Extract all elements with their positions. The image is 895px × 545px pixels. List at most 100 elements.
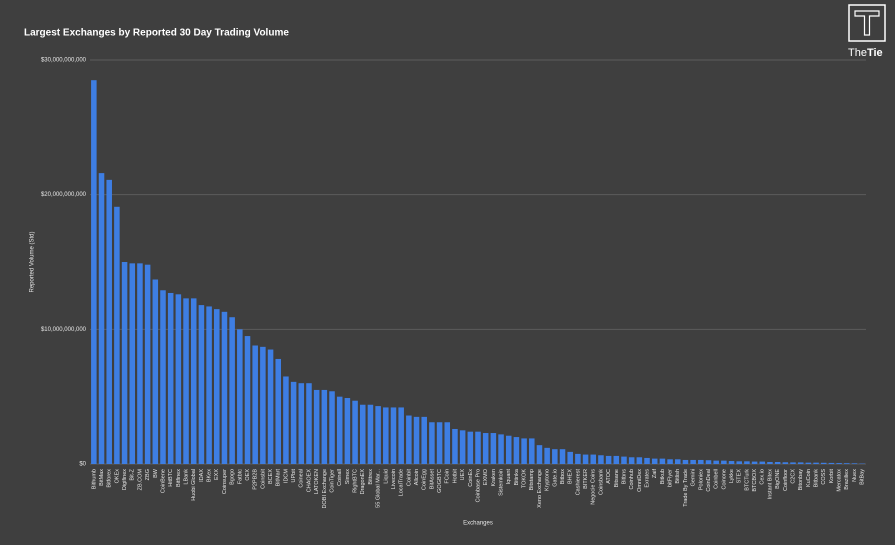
x-tick-label: ZBG [145, 469, 151, 480]
x-tick-label: LBank [183, 469, 189, 485]
bar [828, 462, 835, 464]
logo: TheTie [848, 4, 886, 59]
bar [421, 416, 427, 464]
x-tick-label: BigONE [775, 469, 781, 489]
x-tick-label: Livecoin [391, 469, 397, 489]
bar [644, 457, 650, 464]
x-tick-label: Bitstamp [529, 469, 535, 490]
x-tick-label: Bitinka [514, 468, 520, 485]
x-tick-label: Bitbox [560, 469, 566, 485]
bar [444, 422, 451, 464]
bar [98, 173, 105, 464]
y-tick-label: $10,000,000,000 [41, 327, 87, 333]
bar [613, 455, 620, 464]
x-tick-label: Bgogo [230, 469, 236, 485]
x-tick-label: BKex [207, 469, 213, 482]
x-tick-label: UPbit [291, 469, 297, 483]
x-tick-label: Coinsbit [260, 469, 266, 489]
x-tick-label: IDAX [199, 469, 205, 482]
x-tick-label: Coinbit [406, 469, 412, 487]
bar [575, 453, 581, 464]
logo-icon [854, 10, 880, 36]
x-tick-label: HitBTC [168, 469, 174, 487]
x-tick-label: Coinhub [629, 469, 635, 490]
bar [375, 406, 381, 464]
x-tick-label: Cashierest [575, 469, 581, 496]
x-tick-label: Bitbns [621, 469, 627, 485]
logo-text: TheTie [848, 47, 883, 59]
bar [114, 206, 120, 464]
x-tick-label: Coinsuper [222, 469, 228, 494]
x-tick-label: BW [153, 468, 159, 478]
bar [252, 345, 258, 464]
x-tick-label: Bittrex [368, 469, 374, 485]
bar [559, 449, 566, 464]
x-tick-label: RightBTC [353, 469, 359, 493]
bar [751, 461, 758, 464]
x-tick-label: Huobi Global [191, 469, 197, 501]
bar [367, 404, 374, 464]
x-tick-label: DOBI Exchange [322, 469, 328, 508]
bar [390, 407, 397, 464]
bar [636, 457, 643, 464]
bar [160, 290, 166, 464]
x-tick-label: Bitonbay [798, 469, 804, 491]
bar [529, 438, 535, 464]
bar [728, 461, 735, 464]
x-tick-label: Sistemkoin [499, 469, 505, 496]
bar [621, 456, 627, 464]
x-tick-label: P2PB2B [253, 469, 259, 490]
x-tick-label: BitAsset [429, 469, 435, 490]
bar [152, 279, 159, 464]
bar [590, 454, 597, 464]
bar [106, 179, 112, 464]
bar [459, 430, 466, 464]
bar [383, 407, 389, 464]
x-tick-label: Poloniex [698, 469, 704, 490]
bar [267, 349, 274, 464]
x-tick-label: DragonEX [360, 469, 366, 495]
x-tick-label: Zaif [652, 469, 658, 479]
bar [429, 422, 435, 464]
x-tick-label: CoinEx [468, 469, 474, 487]
x-tick-label: CoinBene [160, 469, 166, 493]
y-tick-label: $20,000,000,000 [41, 192, 87, 198]
x-tick-label: FCoin [445, 469, 451, 484]
bar [306, 383, 312, 464]
bar [329, 391, 335, 464]
x-tick-label: STEX [737, 469, 743, 484]
bar [321, 389, 328, 464]
x-tick-label: Bitfinex [176, 469, 182, 487]
bar [844, 463, 850, 464]
bar [475, 431, 481, 464]
bar [190, 298, 197, 464]
x-tick-label: Trade By Trade [683, 469, 689, 507]
x-tick-label: OmniDex [637, 469, 643, 492]
x-tick-label: BITKER [583, 469, 589, 489]
x-tick-label: CoinTiger [329, 469, 335, 493]
bar [513, 437, 520, 464]
bar [713, 460, 719, 464]
x-tick-label: BCEX [268, 469, 274, 484]
x-tick-label: Allcoin [414, 469, 420, 485]
x-tick-label: bitFlyer [668, 469, 674, 487]
bar [690, 459, 696, 464]
x-tick-label: Mercatox [837, 469, 843, 492]
bar [605, 455, 612, 464]
bar [260, 346, 266, 464]
x-tick-label: BitBay [860, 469, 866, 485]
bar [129, 263, 136, 464]
bar [705, 460, 712, 464]
x-tick-label: BHEX [568, 469, 574, 484]
bar [298, 383, 305, 464]
x-tick-label: Coinbase Pro [475, 469, 481, 502]
x-tick-label: Lykke [729, 469, 735, 483]
x-tick-label: Bitforex [107, 469, 113, 488]
bar [521, 438, 527, 464]
bar [790, 462, 796, 464]
x-tick-label: LATOKEN [314, 469, 320, 494]
x-tick-label: LocalTrade [399, 469, 405, 496]
x-tick-label: Coineal [299, 469, 305, 488]
bar [352, 400, 358, 464]
